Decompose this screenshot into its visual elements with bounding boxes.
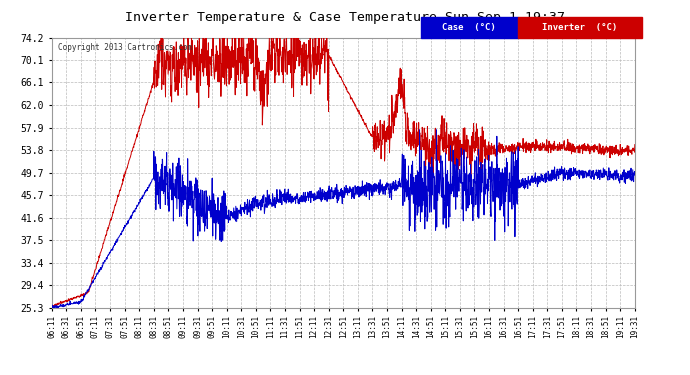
- Text: Case  (°C): Case (°C): [442, 22, 496, 32]
- Text: Inverter  (°C): Inverter (°C): [542, 22, 618, 32]
- Text: Copyright 2013 Cartronics.com: Copyright 2013 Cartronics.com: [57, 43, 192, 52]
- Text: Inverter Temperature & Case Temperature Sun Sep 1 19:37: Inverter Temperature & Case Temperature …: [125, 11, 565, 24]
